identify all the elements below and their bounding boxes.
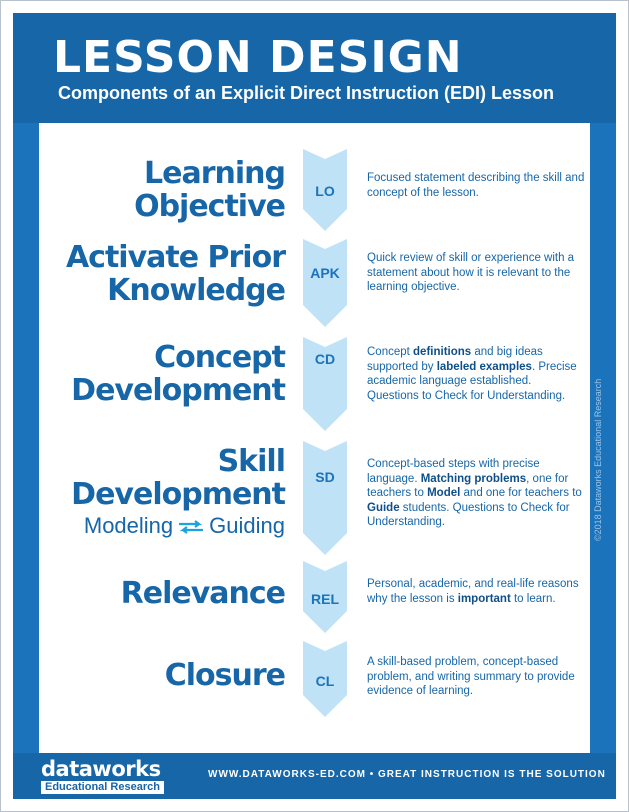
header-banner: LESSON DESIGN Components of an Explicit … — [13, 13, 616, 123]
component-heading-line: Knowledge — [107, 273, 286, 308]
chevron-arrow-icon — [303, 149, 347, 231]
description-emphasis: labeled examples — [436, 360, 532, 373]
component-description: A skill-based problem, concept-based pro… — [367, 655, 585, 699]
footer-tagline: WWW.DATAWORKS-ED.COM • GREAT INSTRUCTION… — [208, 769, 606, 780]
chevron-arrow-icon — [303, 561, 347, 633]
component-description: Concept-based steps with precise languag… — [367, 457, 585, 530]
guiding-label: Guiding — [209, 513, 285, 538]
component-heading: Relevance — [120, 576, 286, 611]
component-heading: Learning Objective — [134, 156, 286, 224]
component-abbreviation: APK — [310, 265, 340, 281]
description-emphasis: definitions — [413, 346, 472, 358]
component-row: Activate Prior Knowledge APK Quick review o… — [39, 239, 590, 327]
component-heading-line: Objective — [134, 189, 286, 224]
description-text: A skill-based problem, concept-based pro… — [367, 656, 575, 697]
description-text: Quick review of skill or experience with… — [367, 252, 575, 293]
right-sidebar-bar — [590, 123, 616, 753]
description-emphasis: Guide — [367, 501, 400, 514]
component-heading-line: Activate Prior — [65, 240, 286, 275]
description-text: Concept-based steps with precise languag… — [367, 458, 540, 485]
component-row: Closure CL A skill-based problem, concept-… — [39, 641, 590, 717]
component-heading: Closure — [164, 658, 286, 693]
component-heading-line: Closure — [164, 658, 286, 693]
description-text: to learn. — [510, 592, 556, 605]
component-heading-line: Relevance — [120, 576, 286, 611]
component-description: Concept definitions and big ideas suppor… — [367, 345, 585, 403]
description-text: , one for teachers to — [367, 472, 569, 500]
description-text: . Precise academic language established.… — [367, 360, 577, 402]
component-abbreviation: CL — [315, 673, 335, 689]
component-description: Personal, academic, and real-life reason… — [367, 577, 585, 606]
component-abbreviation: REL — [311, 591, 339, 607]
chevron-arrow-icon — [303, 337, 347, 431]
copyright-text: ©2018 Dataworks Educational Research — [593, 379, 603, 541]
component-heading: Skill Development — [71, 444, 286, 512]
chevron-arrow-icon — [303, 641, 347, 717]
component-abbreviation: SD — [315, 469, 335, 485]
description-text: Personal, academic, and real-life reason… — [367, 578, 579, 605]
component-heading-line: Learning — [144, 156, 286, 191]
chevron-arrow-icon — [303, 441, 347, 555]
footer-banner: dataworks Educational Research WWW.DATAW… — [13, 753, 616, 799]
page-title: LESSON DESIGN — [53, 32, 463, 83]
component-description: Focused statement describing the skill a… — [367, 171, 585, 200]
description-emphasis: Model — [427, 487, 461, 499]
modeling-guiding-label: Modeling Guiding — [84, 513, 285, 539]
component-row: Concept Development CD Concept definitions … — [39, 337, 590, 431]
component-abbreviation: LO — [315, 183, 335, 199]
logo-subtitle: Educational Research — [41, 781, 164, 794]
component-heading-line: Development — [71, 477, 286, 512]
chevron-arrow-icon — [303, 239, 347, 327]
description-emphasis: Matching problems — [420, 472, 527, 485]
component-row: Relevance REL Personal, academic, and real… — [39, 561, 590, 633]
swap-arrows-icon — [179, 520, 204, 535]
component-heading: Activate Prior Knowledge — [65, 240, 286, 308]
component-row: Skill Development Modeling Guiding SD Concept… — [39, 441, 590, 555]
page-subtitle: Components of an Explicit Direct Instruc… — [58, 83, 555, 103]
description-text: Focused statement describing the skill a… — [367, 172, 585, 199]
description-text: students. Questions to Check for Underst… — [367, 501, 570, 529]
component-description: Quick review of skill or experience with… — [367, 251, 585, 295]
component-row: Learning Objective LO Focused statement des… — [39, 149, 590, 231]
component-heading-line: Skill — [217, 444, 286, 479]
description-text: and big ideas supported by — [367, 346, 543, 373]
modeling-label: Modeling — [83, 513, 174, 538]
description-emphasis: important — [457, 592, 511, 605]
left-sidebar-bar — [13, 123, 39, 753]
description-text: Concept — [367, 346, 414, 358]
component-heading: Concept Development — [71, 340, 286, 408]
description-text: and one for teachers to — [460, 487, 582, 499]
logo-wordmark: dataworks — [41, 757, 161, 781]
component-abbreviation: CD — [314, 351, 336, 367]
component-heading-line: Development — [71, 373, 286, 408]
component-heading-line: Concept — [154, 340, 286, 375]
